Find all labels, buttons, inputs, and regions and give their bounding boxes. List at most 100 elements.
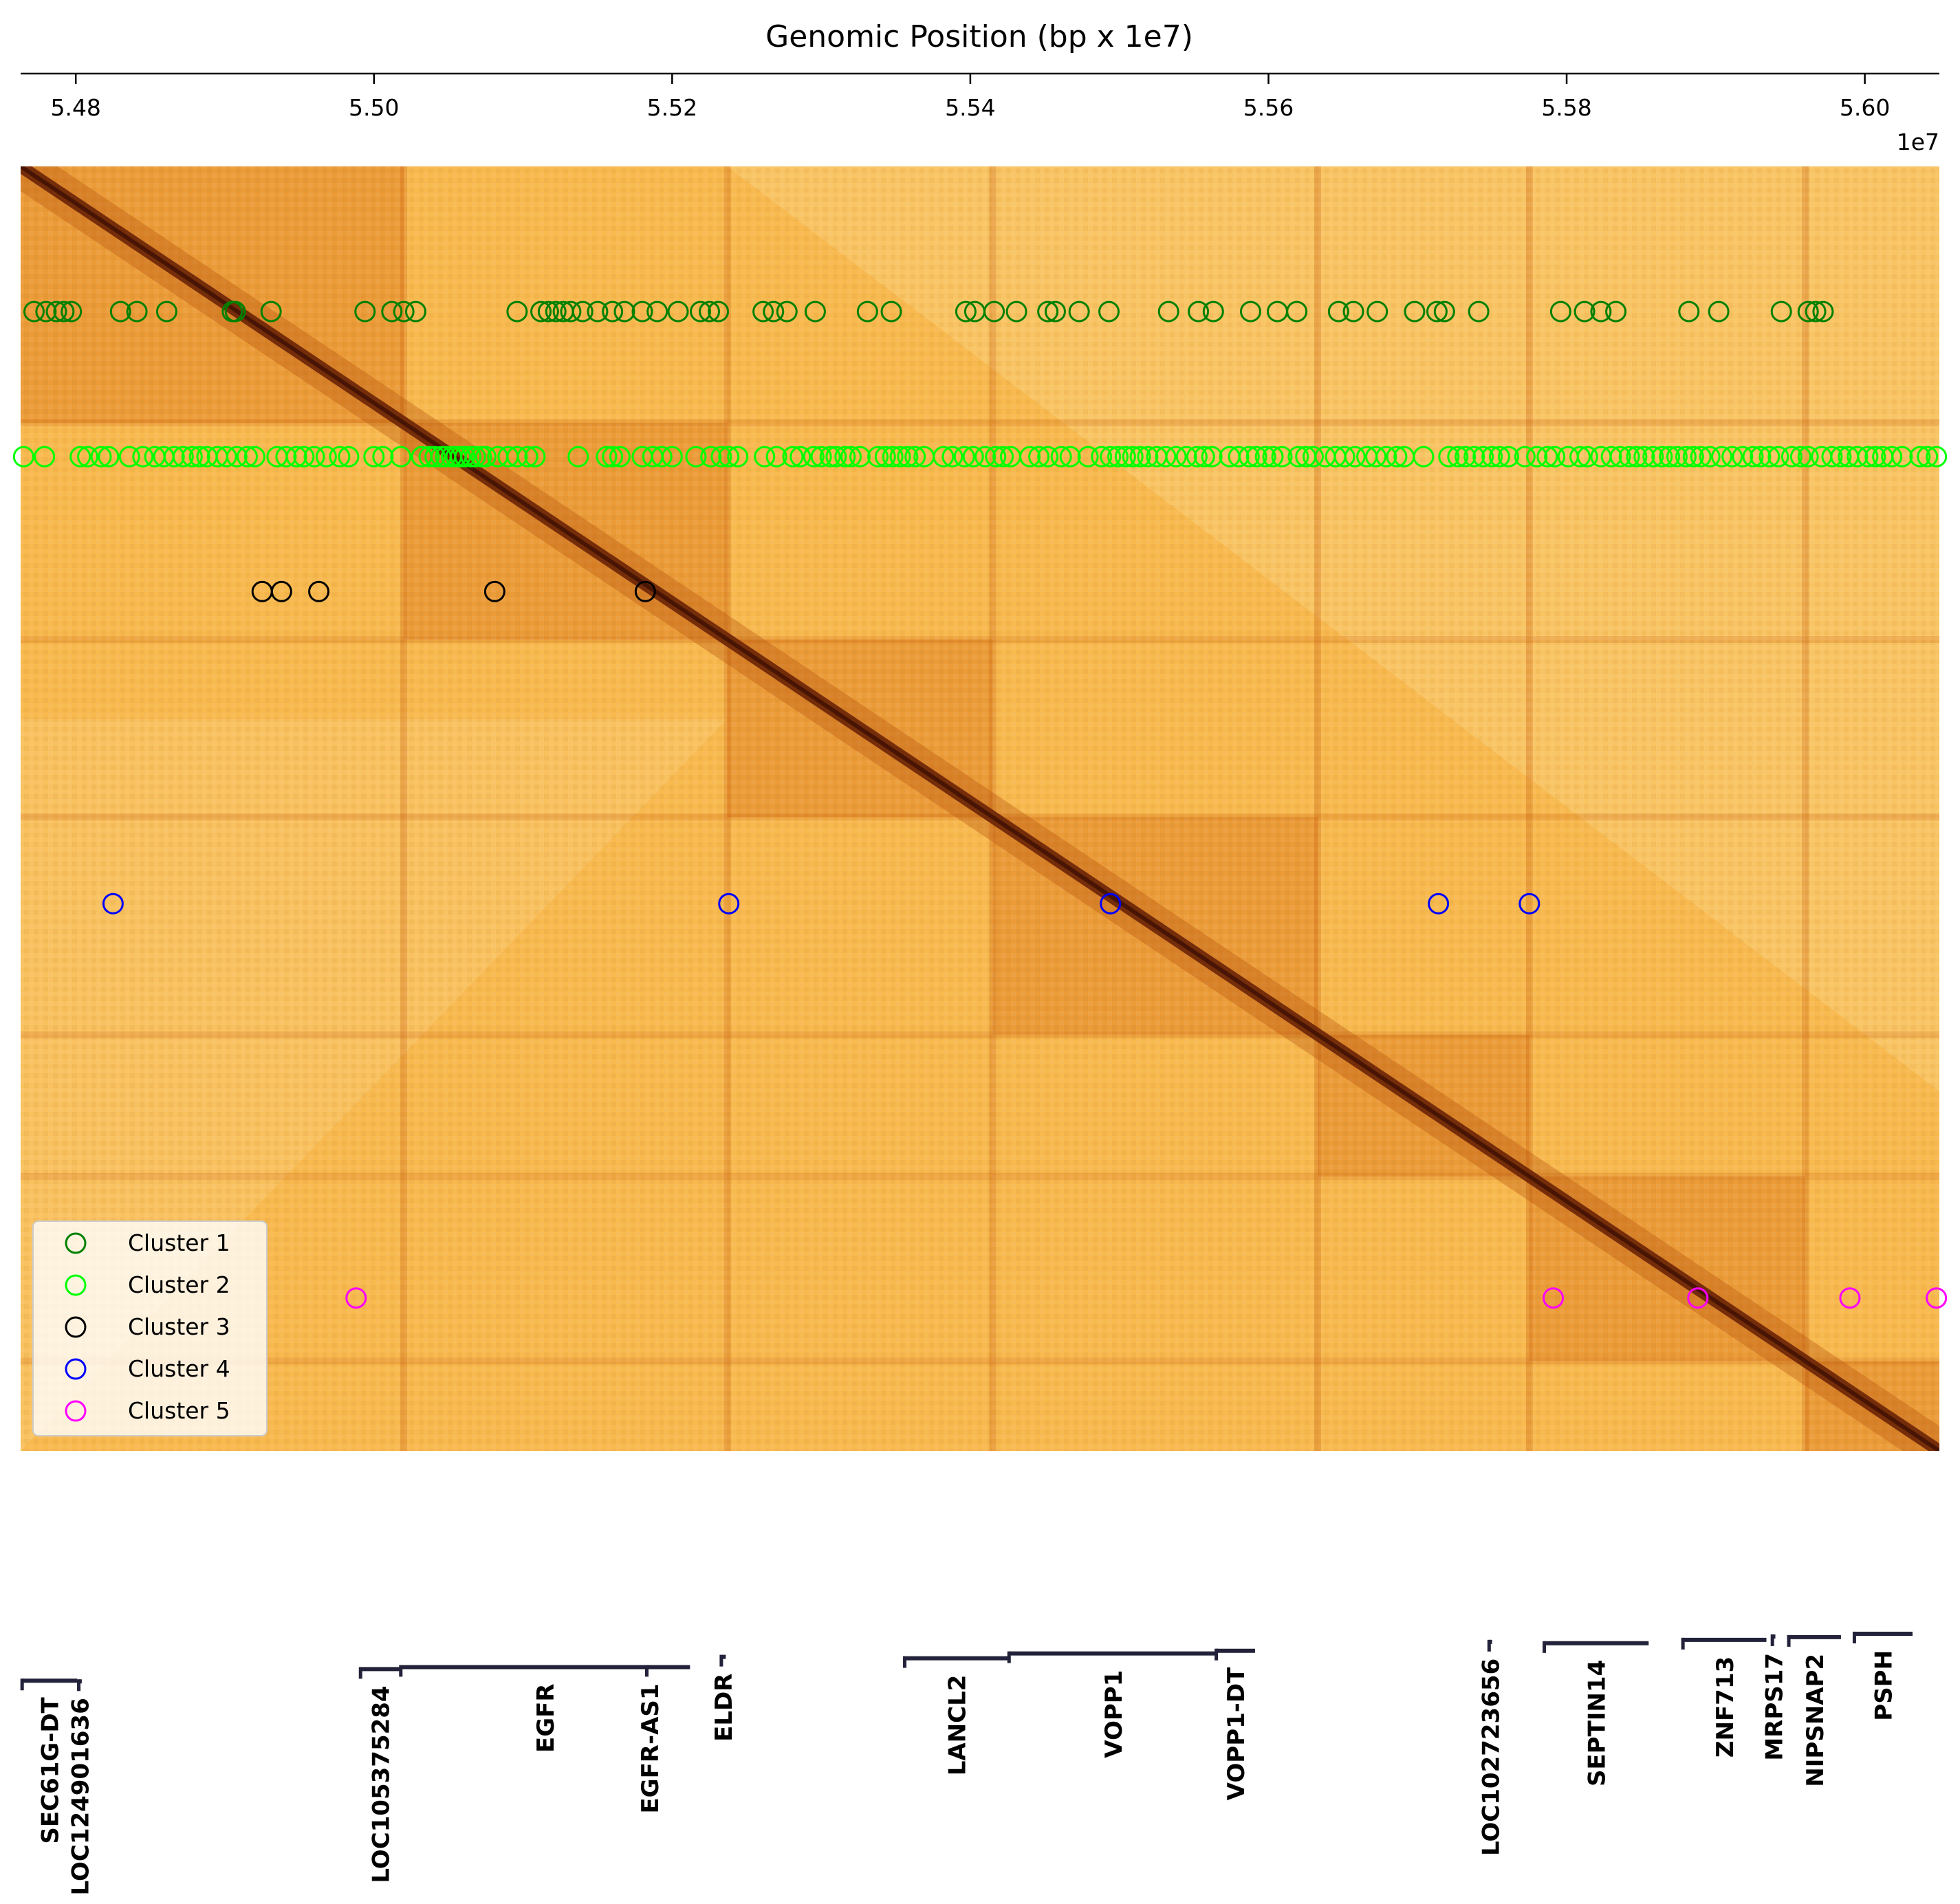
data-point xyxy=(1375,446,1397,468)
data-point xyxy=(856,300,878,322)
data-point xyxy=(953,446,975,468)
data-point xyxy=(1333,446,1355,468)
data-point xyxy=(34,446,56,468)
data-point xyxy=(685,446,707,468)
data-point xyxy=(90,446,112,468)
data-point xyxy=(661,446,683,468)
data-point xyxy=(260,300,282,322)
data-point xyxy=(1609,446,1631,468)
data-point xyxy=(1426,300,1448,322)
data-point xyxy=(1642,446,1664,468)
data-point xyxy=(1917,446,1939,468)
gene-label: ELDR xyxy=(710,1674,738,1742)
data-point xyxy=(825,446,847,468)
legend-label: Cluster 1 xyxy=(128,1229,230,1256)
data-point xyxy=(23,300,45,322)
data-point xyxy=(840,446,862,468)
x-axis: 5.48 5.50 5.52 5.54 5.56 5.58 5.60 1e7 xyxy=(21,72,1939,155)
data-point xyxy=(132,446,154,468)
data-point xyxy=(181,446,203,468)
data-point xyxy=(1386,446,1408,468)
gene-znf713: ZNF713 xyxy=(1681,1637,1767,1758)
data-point xyxy=(1433,300,1455,322)
gene-egfr: EGFR xyxy=(399,1665,690,1753)
data-point xyxy=(1830,446,1852,468)
x-tick-label: 5.54 xyxy=(945,94,995,121)
data-point xyxy=(1019,446,1041,468)
data-point xyxy=(754,446,776,468)
data-point xyxy=(1687,1287,1709,1309)
data-point xyxy=(1303,446,1325,468)
data-point xyxy=(834,446,856,468)
data-point xyxy=(1710,446,1732,468)
data-point xyxy=(867,446,889,468)
data-point xyxy=(1044,300,1066,322)
data-point xyxy=(1100,893,1122,915)
data-point xyxy=(708,300,730,322)
data-point xyxy=(983,300,1005,322)
data-point xyxy=(1497,446,1519,468)
data-point xyxy=(1404,300,1426,322)
gene-label: LOC105375284 xyxy=(368,1685,395,1883)
data-point xyxy=(1271,446,1293,468)
data-point xyxy=(602,300,624,322)
data-point xyxy=(390,446,412,468)
data-point xyxy=(454,446,476,468)
data-point xyxy=(992,446,1014,468)
data-point xyxy=(126,300,148,322)
data-point xyxy=(567,446,589,468)
data-point xyxy=(849,446,871,468)
series-cluster-4 xyxy=(102,893,1540,915)
gene-label: VOPP1-DT xyxy=(1223,1667,1250,1800)
legend-label: Cluster 3 xyxy=(128,1313,230,1340)
data-point xyxy=(882,446,904,468)
gene-mrps17: MRPS17 xyxy=(1761,1634,1788,1761)
data-point xyxy=(1797,446,1819,468)
x-tick-label: 5.58 xyxy=(1541,94,1591,121)
data-point xyxy=(1262,446,1284,468)
data-point xyxy=(464,446,486,468)
data-point xyxy=(1569,446,1591,468)
data-point xyxy=(1909,446,1931,468)
data-point xyxy=(506,446,528,468)
data-point xyxy=(1455,446,1477,468)
data-point xyxy=(651,446,673,468)
data-point xyxy=(819,446,841,468)
data-point xyxy=(1165,446,1187,468)
data-point xyxy=(1107,446,1129,468)
data-point xyxy=(243,446,265,468)
data-point xyxy=(35,300,57,322)
data-point xyxy=(1286,300,1308,322)
data-point xyxy=(1202,300,1224,322)
data-point xyxy=(1847,446,1869,468)
data-point xyxy=(1463,446,1485,468)
gene-egfr-as1: EGFR-AS1 xyxy=(637,1665,664,1814)
data-point xyxy=(1245,446,1267,468)
data-point xyxy=(776,300,798,322)
gene-loc105375284: LOC105375284 xyxy=(358,1667,401,1883)
data-point xyxy=(1839,1287,1861,1309)
gene-loc102723656: LOC102723656 xyxy=(1477,1639,1505,1856)
data-point xyxy=(1175,446,1197,468)
data-point xyxy=(1438,446,1460,468)
data-point xyxy=(545,300,567,322)
gene-nipsnap2: NIPSNAP2 xyxy=(1787,1634,1841,1787)
data-point xyxy=(955,300,977,322)
data-point xyxy=(1447,446,1469,468)
data-point xyxy=(803,446,825,468)
data-point xyxy=(699,300,721,322)
data-point xyxy=(1050,446,1072,468)
data-point xyxy=(889,446,911,468)
data-point xyxy=(1891,446,1913,468)
data-point xyxy=(718,446,740,468)
data-point xyxy=(962,446,984,468)
data-point xyxy=(1699,446,1721,468)
data-point xyxy=(1155,446,1177,468)
data-point xyxy=(804,300,826,322)
data-point xyxy=(1481,446,1503,468)
data-point xyxy=(12,446,34,468)
contact-heatmap xyxy=(21,166,1939,1451)
x-tick-label: 5.56 xyxy=(1243,94,1294,121)
x-axis-ticks: 5.48 5.50 5.52 5.54 5.56 5.58 5.60 xyxy=(50,74,1890,121)
gene-label: LOC102723656 xyxy=(1477,1659,1505,1856)
